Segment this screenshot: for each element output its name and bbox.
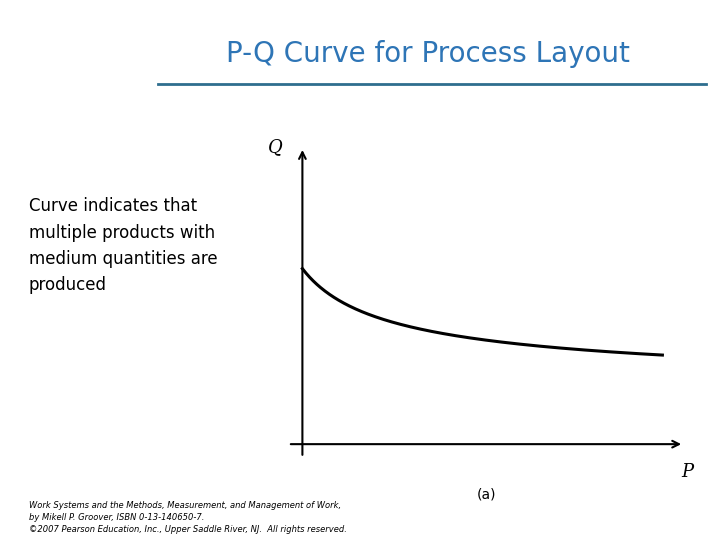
- Text: Curve indicates that
multiple products with
medium quantities are
produced: Curve indicates that multiple products w…: [29, 197, 217, 294]
- Text: Work Systems and the Methods, Measurement, and Management of Work,
by Mikell P. : Work Systems and the Methods, Measuremen…: [29, 501, 346, 534]
- Text: (a): (a): [476, 487, 496, 501]
- Text: P: P: [682, 463, 693, 481]
- Text: Q: Q: [268, 138, 282, 156]
- Text: P-Q Curve for Process Layout: P-Q Curve for Process Layout: [227, 40, 630, 69]
